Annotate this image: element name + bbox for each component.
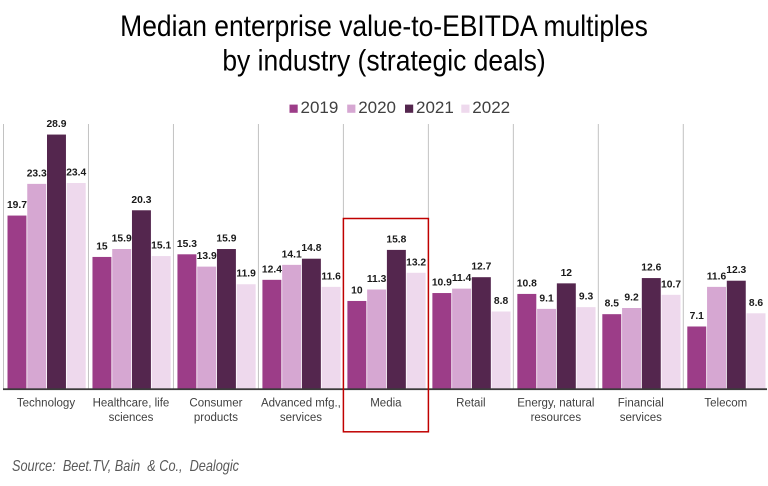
svg-text:15.9: 15.9	[216, 234, 236, 245]
svg-text:28.9: 28.9	[46, 119, 66, 130]
svg-text:13.9: 13.9	[197, 251, 217, 262]
svg-text:services: services	[620, 412, 662, 424]
svg-text:11.4: 11.4	[452, 273, 472, 284]
svg-text:2022: 2022	[472, 98, 510, 117]
svg-text:12.4: 12.4	[262, 264, 282, 275]
svg-text:Advanced mfg.,: Advanced mfg.,	[261, 397, 341, 409]
svg-text:9.2: 9.2	[624, 293, 639, 304]
svg-text:8.8: 8.8	[494, 296, 509, 307]
svg-text:12.3: 12.3	[726, 265, 746, 276]
svg-text:Financial: Financial	[618, 397, 664, 409]
svg-text:11.9: 11.9	[236, 269, 256, 280]
svg-text:9.3: 9.3	[579, 292, 594, 303]
svg-text:23.4: 23.4	[66, 167, 86, 178]
svg-text:Consumer: Consumer	[189, 397, 242, 409]
svg-text:8.6: 8.6	[749, 298, 764, 309]
svg-text:9.1: 9.1	[539, 293, 554, 304]
svg-text:10.9: 10.9	[432, 278, 452, 289]
svg-text:Healthcare, life: Healthcare, life	[93, 397, 170, 409]
svg-text:12: 12	[561, 268, 573, 279]
svg-text:2021: 2021	[416, 98, 454, 117]
svg-text:Media: Media	[370, 397, 402, 409]
svg-text:14.1: 14.1	[282, 249, 302, 260]
svg-text:resources: resources	[531, 412, 582, 424]
svg-text:19.7: 19.7	[7, 200, 27, 211]
svg-text:7.1: 7.1	[690, 311, 705, 322]
svg-text:sciences: sciences	[109, 412, 154, 424]
svg-text:2020: 2020	[358, 98, 396, 117]
svg-text:15.1: 15.1	[151, 241, 171, 252]
svg-text:2019: 2019	[301, 98, 339, 117]
svg-text:13.2: 13.2	[406, 257, 426, 268]
svg-text:12.6: 12.6	[641, 263, 661, 274]
svg-text:14.8: 14.8	[301, 243, 321, 254]
svg-text:services: services	[280, 412, 322, 424]
svg-text:10: 10	[351, 285, 363, 296]
svg-text:11.6: 11.6	[321, 271, 341, 282]
svg-text:Telecom: Telecom	[704, 397, 747, 409]
svg-text:20.3: 20.3	[131, 195, 151, 206]
svg-text:products: products	[194, 412, 238, 424]
svg-text:23.3: 23.3	[27, 168, 47, 179]
svg-text:Retail: Retail	[456, 397, 485, 409]
svg-text:11.3: 11.3	[367, 274, 387, 285]
svg-text:Source: Beet.TV, Bain & Co.,: Source: Beet.TV, Bain & Co., Dealogic	[12, 458, 239, 476]
svg-text:Energy, natural: Energy, natural	[517, 397, 594, 409]
svg-text:15.9: 15.9	[112, 234, 132, 245]
svg-text:Median enterprise value-to-EBI: Median enterprise value-to-EBITDA multip…	[120, 10, 648, 43]
svg-text:Technology: Technology	[17, 397, 75, 409]
svg-text:15.8: 15.8	[386, 234, 406, 245]
svg-text:10.7: 10.7	[661, 279, 681, 290]
svg-text:11.6: 11.6	[707, 271, 727, 282]
svg-text:8.5: 8.5	[605, 299, 620, 310]
svg-text:15.3: 15.3	[177, 239, 197, 250]
svg-text:15: 15	[96, 241, 108, 252]
svg-text:12.7: 12.7	[471, 262, 491, 273]
svg-text:10.8: 10.8	[517, 278, 537, 289]
svg-text:by industry (strategic deals): by industry (strategic deals)	[222, 44, 545, 77]
